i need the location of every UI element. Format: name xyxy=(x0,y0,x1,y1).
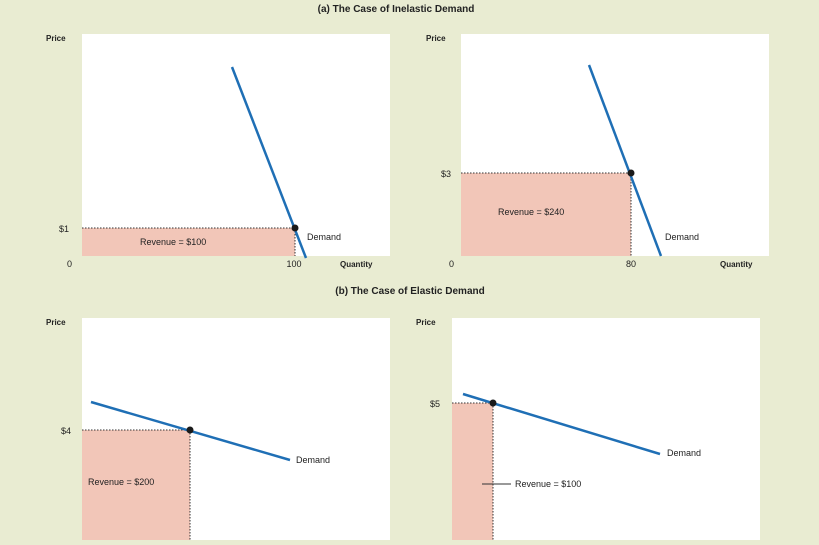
origin-label: 0 xyxy=(67,259,72,269)
revenue-area xyxy=(461,173,631,256)
revenue-label: Revenue = $100 xyxy=(515,479,581,489)
quantity-tick-label: 80 xyxy=(626,259,636,269)
demand-label: Demand xyxy=(665,232,699,242)
section-b-title: (b) The Case of Elastic Demand xyxy=(335,286,484,297)
demand-label: Demand xyxy=(296,455,330,465)
equilibrium-point xyxy=(291,224,299,232)
revenue-label: Revenue = $100 xyxy=(140,237,206,247)
revenue-label: Revenue = $240 xyxy=(498,207,564,217)
equilibrium-point xyxy=(489,399,497,407)
origin-label: 0 xyxy=(449,259,454,269)
revenue-area xyxy=(82,228,295,256)
price-tick-label: $4 xyxy=(61,426,71,436)
price-tick-label: $3 xyxy=(441,169,451,179)
quantity-axis-label: Quantity xyxy=(720,260,753,269)
revenue-label: Revenue = $200 xyxy=(88,477,154,487)
price-tick-label: $5 xyxy=(430,399,440,409)
price-axis-label: Price xyxy=(416,318,436,327)
demand-curve xyxy=(587,64,663,257)
revenue-area xyxy=(82,430,190,540)
quantity-axis-label: Quantity xyxy=(340,260,373,269)
equilibrium-point xyxy=(627,169,635,177)
plot-area xyxy=(82,34,390,256)
revenue-area xyxy=(452,403,493,540)
price-axis-label: Price xyxy=(46,318,66,327)
price-axis-label: Price xyxy=(426,34,446,43)
panel-elastic-low-price: Price $4 Revenue = $200 Demand xyxy=(46,318,390,540)
panel-inelastic-low-price: Price $1 0 100 Quantity Revenue = $100 D… xyxy=(46,34,390,269)
demand-label: Demand xyxy=(307,232,341,242)
panel-elastic-high-price: Price $5 Revenue = $100 Demand xyxy=(416,318,760,540)
price-tick-label: $1 xyxy=(59,224,69,234)
panel-inelastic-high-price: Price $3 0 80 Quantity Revenue = $240 De… xyxy=(426,34,769,269)
quantity-tick-label: 100 xyxy=(286,259,301,269)
plot-area xyxy=(452,318,760,540)
section-a-title: (a) The Case of Inelastic Demand xyxy=(318,4,475,15)
equilibrium-point xyxy=(186,426,194,434)
demand-label: Demand xyxy=(667,448,701,458)
price-axis-label: Price xyxy=(46,34,66,43)
